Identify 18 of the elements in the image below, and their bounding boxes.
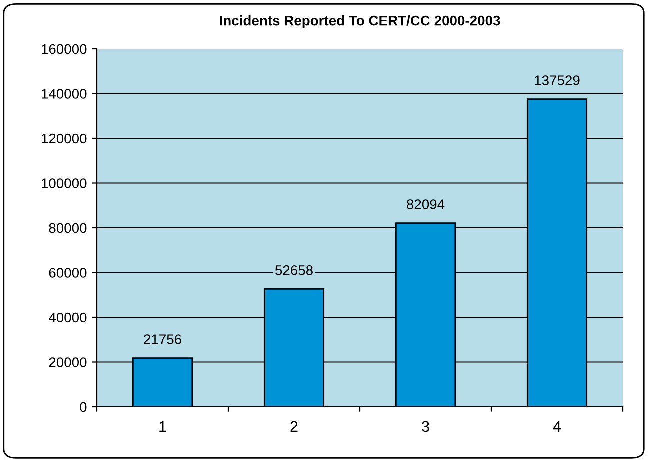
x-tick-label: 3: [422, 421, 430, 432]
data-label: 52658: [275, 265, 313, 276]
data-label: 21756: [144, 334, 182, 344]
x-tick-label: 1: [160, 421, 166, 432]
y-tick-label: 80000: [49, 223, 87, 234]
x-tick-label: 4: [553, 421, 562, 432]
y-tick-label: 60000: [49, 268, 87, 278]
y-tick-label: 0: [80, 402, 87, 412]
y-tick-label: 120000: [42, 134, 87, 144]
y-tick-label: 100000: [42, 178, 87, 188]
y-tick-label: 40000: [48, 312, 87, 323]
x-tick-label: 2: [290, 421, 298, 432]
data-label: 82094: [407, 200, 445, 210]
y-tick-label: 160000: [42, 44, 87, 54]
y-tick-label: 140000: [42, 89, 87, 99]
data-label: 137529: [535, 76, 580, 86]
y-tick-label: 20000: [49, 358, 87, 368]
chart-title: Incidents Reported To CERT/CC 2000-2003: [220, 16, 500, 28]
